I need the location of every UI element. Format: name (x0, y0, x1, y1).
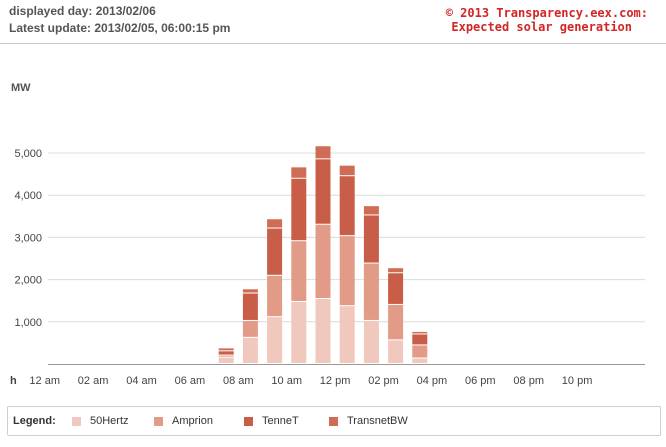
y-tick-label: 4,000 (14, 190, 42, 202)
bar-segment[interactable] (315, 224, 331, 299)
bar-segment[interactable] (291, 241, 307, 301)
x-tick-label: 12 pm (320, 375, 351, 387)
bar-segment[interactable] (315, 299, 331, 363)
bar-segment[interactable] (218, 348, 234, 351)
bar-segment[interactable] (339, 236, 355, 306)
bar-segment[interactable] (339, 306, 355, 363)
latest-update-label: Latest update: 2013/02/05, 06:00:15 pm (9, 21, 231, 35)
bar-segment[interactable] (267, 275, 283, 317)
x-tick-label: 06 am (175, 375, 206, 387)
legend-title: Legend: (13, 415, 56, 427)
bar-segment[interactable] (388, 304, 404, 340)
bar-segment[interactable] (242, 320, 258, 337)
legend-swatch-tennet (244, 416, 253, 426)
chart-legend: Legend: 50Hertz Amprion TenneT TransnetB… (7, 406, 661, 436)
bar-segment[interactable] (267, 228, 283, 275)
bar-segment[interactable] (218, 357, 234, 363)
x-tick-label: 10 pm (562, 375, 593, 387)
legend-item-transnetbw[interactable]: TransnetBW (329, 415, 408, 427)
bar-segment[interactable] (363, 320, 379, 363)
y-tick-label: 1,000 (14, 317, 42, 329)
bar-segment[interactable] (388, 340, 404, 363)
legend-swatch-transnetbw (329, 416, 338, 426)
y-axis-unit-label: MW (11, 82, 31, 94)
bar-segment[interactable] (363, 263, 379, 320)
legend-label-amprion: Amprion (172, 415, 213, 427)
bar-segment[interactable] (412, 345, 428, 358)
bar-segment[interactable] (412, 334, 428, 345)
x-axis-ticks: 12 am 02 am 04 am 06 am 08 am 10 am 12 pm 02 pm… (29, 375, 592, 387)
y-axis-ticks: 1,000 2,000 3,000 4,000 5,000 (14, 148, 42, 329)
bar-segment[interactable] (412, 331, 428, 334)
legend-item-50hertz[interactable]: 50Hertz (72, 415, 129, 427)
legend-label-50hertz: 50Hertz (90, 415, 129, 427)
bar-segment[interactable] (291, 167, 307, 178)
x-tick-label: 10 am (271, 375, 302, 387)
x-tick-label: 04 am (126, 375, 157, 387)
solar-generation-chart: 1,000 2,000 3,000 4,000 5,000 12 am 02 am 04 a… (10, 146, 645, 387)
header-divider (0, 43, 666, 44)
legend-swatch-50hertz (72, 416, 81, 426)
bar-segment[interactable] (267, 219, 283, 228)
bar-segment[interactable] (363, 215, 379, 263)
bar-segment[interactable] (315, 146, 331, 159)
bar-segment[interactable] (388, 268, 404, 273)
bar-segment[interactable] (339, 165, 355, 176)
chart-bars (218, 146, 428, 363)
bar-segment[interactable] (412, 358, 428, 363)
bar-segment[interactable] (242, 337, 258, 363)
bar-segment[interactable] (218, 355, 234, 357)
bar-segment[interactable] (242, 289, 258, 293)
bar-segment[interactable] (242, 293, 258, 320)
x-axis-unit-label: h (10, 375, 17, 387)
copyright-credit: © 2013 Transparency.eex.com: (445, 6, 648, 20)
x-tick-label: 08 pm (513, 375, 544, 387)
x-tick-label: 02 pm (368, 375, 399, 387)
legend-label-tennet: TenneT (262, 415, 299, 427)
chart-subtitle: Expected solar generation (451, 20, 632, 34)
x-tick-label: 12 am (29, 375, 60, 387)
bar-segment[interactable] (339, 176, 355, 236)
bar-segment[interactable] (363, 206, 379, 215)
x-tick-label: 02 am (78, 375, 109, 387)
bar-segment[interactable] (291, 178, 307, 241)
x-tick-label: 06 pm (465, 375, 496, 387)
y-tick-label: 5,000 (14, 148, 42, 160)
legend-label-transnetbw: TransnetBW (347, 415, 408, 427)
legend-item-amprion[interactable]: Amprion (154, 415, 213, 427)
bar-segment[interactable] (388, 273, 404, 304)
bar-segment[interactable] (291, 301, 307, 363)
bar-segment[interactable] (267, 317, 283, 363)
bar-segment[interactable] (218, 351, 234, 355)
displayed-day-label: displayed day: 2013/02/06 (9, 4, 156, 18)
legend-swatch-amprion (154, 416, 163, 426)
y-tick-label: 2,000 (14, 275, 42, 287)
x-tick-label: 04 pm (417, 375, 448, 387)
bar-segment[interactable] (315, 159, 331, 224)
y-tick-label: 3,000 (14, 232, 42, 244)
x-tick-label: 08 am (223, 375, 254, 387)
legend-item-tennet[interactable]: TenneT (244, 415, 299, 427)
